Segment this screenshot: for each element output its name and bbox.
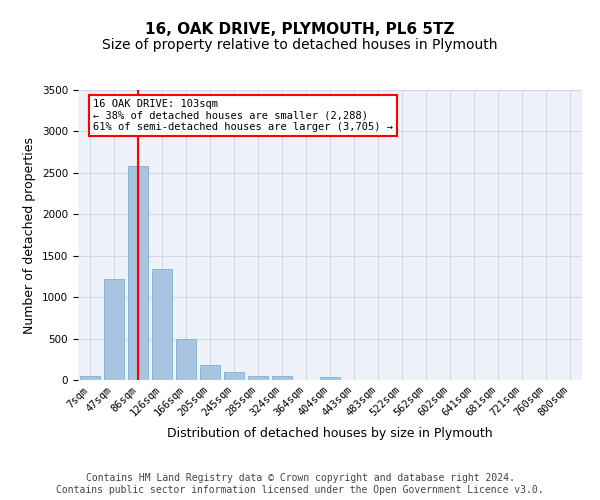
- Text: 16 OAK DRIVE: 103sqm
← 38% of detached houses are smaller (2,288)
61% of semi-de: 16 OAK DRIVE: 103sqm ← 38% of detached h…: [93, 98, 393, 132]
- Bar: [128, 166, 148, 380]
- Bar: [320, 377, 340, 380]
- Text: Size of property relative to detached houses in Plymouth: Size of property relative to detached ho…: [102, 38, 498, 52]
- Bar: [80, 376, 100, 380]
- Y-axis label: Number of detached properties: Number of detached properties: [23, 136, 37, 334]
- Bar: [152, 269, 172, 380]
- Bar: [224, 372, 244, 380]
- Bar: [176, 340, 196, 380]
- Bar: [200, 364, 220, 380]
- Bar: [272, 376, 292, 380]
- Bar: [104, 279, 124, 380]
- Bar: [248, 376, 268, 380]
- Text: 16, OAK DRIVE, PLYMOUTH, PL6 5TZ: 16, OAK DRIVE, PLYMOUTH, PL6 5TZ: [145, 22, 455, 38]
- X-axis label: Distribution of detached houses by size in Plymouth: Distribution of detached houses by size …: [167, 427, 493, 440]
- Text: Contains HM Land Registry data © Crown copyright and database right 2024.
Contai: Contains HM Land Registry data © Crown c…: [56, 474, 544, 495]
